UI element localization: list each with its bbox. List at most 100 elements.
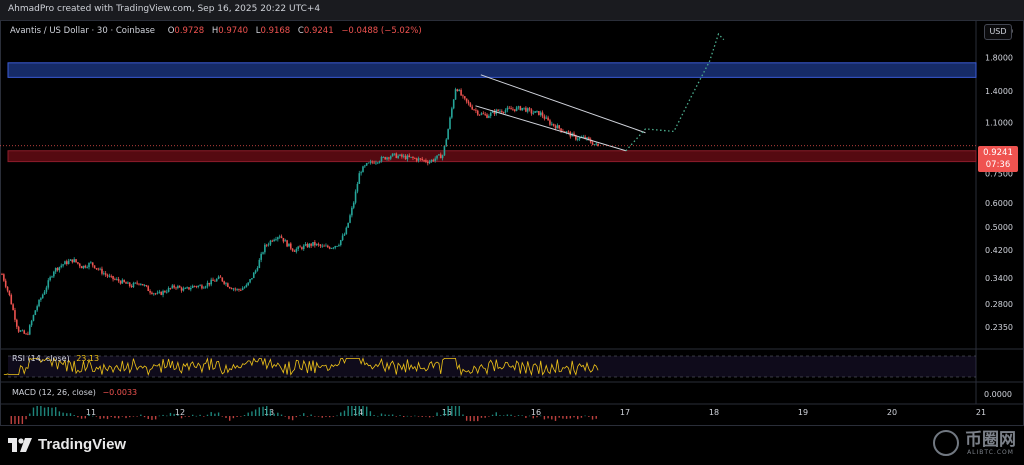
macd-histogram-bar (432, 416, 435, 417)
macd-histogram-bar (232, 416, 235, 419)
macd-histogram-bar (543, 416, 546, 420)
candle-body (288, 243, 290, 247)
candle-body (134, 282, 137, 284)
candle-body (365, 163, 368, 166)
candle-body (415, 158, 418, 161)
macd-histogram-bar (410, 416, 412, 417)
candle-body (521, 107, 523, 111)
candle-body (141, 284, 144, 286)
macd-histogram-bar (384, 414, 386, 416)
candle-body (480, 113, 483, 115)
x-tick-label: 20 (887, 408, 897, 417)
candle-body (184, 288, 187, 290)
candle-body (180, 287, 183, 291)
candle-body (14, 310, 16, 320)
macd-histogram-bar (262, 406, 264, 416)
candle-body (210, 279, 212, 285)
candle-body (512, 109, 514, 111)
last-price-value: 0.9241 (983, 148, 1013, 158)
rsi-label: RSI (14, close) (12, 354, 70, 363)
candle-body (434, 158, 436, 161)
macd-histogram-bar (299, 415, 301, 416)
candle-body (282, 237, 285, 242)
candle-body (402, 155, 405, 157)
candle-body (306, 244, 309, 248)
candle-body (156, 292, 159, 294)
candle-body (549, 120, 551, 125)
channel-upper-line[interactable] (480, 74, 646, 134)
macd-histogram-bar (266, 406, 268, 416)
candle-body (356, 183, 359, 192)
candle-body (273, 239, 275, 242)
candle-body (65, 261, 68, 264)
candle-body (78, 263, 81, 267)
candle-body (443, 145, 446, 156)
candle-body (473, 109, 475, 111)
candle-body (132, 283, 135, 288)
macd-histogram-bar (62, 412, 64, 416)
candle-body (458, 89, 461, 92)
support-zone[interactable] (7, 150, 977, 163)
macd-histogram-bar (343, 410, 346, 416)
candle-body (380, 157, 383, 162)
macd-histogram-bar (573, 416, 575, 418)
candle-body (460, 89, 462, 96)
candle-body (201, 285, 203, 289)
tradingview-wordmark: TradingView (38, 436, 127, 453)
candle-body (143, 285, 146, 286)
candle-body (93, 265, 96, 269)
candle-body (371, 161, 374, 163)
candle-body (234, 288, 237, 290)
candle-body (151, 292, 153, 294)
currency-button[interactable]: USD (984, 24, 1012, 40)
macd-histogram-bar (184, 416, 186, 417)
candle-body (223, 281, 225, 284)
macd-histogram-bar (562, 416, 564, 419)
candle-body (160, 291, 163, 295)
projection-path[interactable] (625, 32, 725, 152)
candle-body (77, 262, 79, 264)
macd-histogram-bar (488, 416, 490, 417)
macd-histogram-bar (14, 416, 16, 424)
resistance-zone[interactable] (7, 62, 977, 78)
candle-body (69, 259, 72, 261)
tradingview-logo[interactable]: TradingView (8, 436, 126, 453)
candle-body (504, 110, 507, 113)
candle-body (302, 245, 305, 250)
candle-body (310, 243, 312, 246)
candle-body (119, 281, 122, 284)
candle-body (323, 245, 325, 247)
candle-body (97, 268, 100, 270)
candle-body (382, 157, 385, 158)
candle-body (34, 310, 37, 316)
macd-histogram-bar (73, 415, 75, 416)
candle-body (277, 237, 279, 240)
macd-histogram-bar (88, 414, 90, 416)
candle-body (464, 96, 466, 99)
macd-histogram-bar (92, 415, 94, 417)
candle-body (328, 247, 331, 249)
macd-histogram-bar (314, 416, 316, 417)
candle-body (491, 111, 494, 113)
macd-histogram-bar (547, 416, 549, 419)
candle-body (121, 279, 124, 284)
macd-histogram-bar (114, 416, 116, 419)
macd-histogram-bar (140, 414, 142, 416)
candle-body (6, 286, 9, 291)
candle-body (502, 112, 505, 113)
candle-body (441, 155, 444, 159)
macd-histogram-bar (451, 406, 453, 416)
last-price-badge: 0.9241 07:36 (978, 146, 1018, 172)
candle-body (364, 165, 366, 167)
candle-body (591, 142, 594, 145)
candle-body (510, 108, 512, 110)
candle-body (23, 330, 26, 334)
channel-lower-line[interactable] (475, 105, 627, 152)
macd-histogram-bar (77, 416, 79, 418)
price-chart[interactable]: 0.2350 0.2800 0.3400 0.4200 0.5000 0.6000 0.75… (0, 20, 1024, 427)
candle-body (49, 277, 51, 281)
candle-body (551, 123, 553, 125)
macd-histogram-bar (54, 407, 57, 416)
candle-body (53, 271, 55, 277)
candle-body (586, 137, 588, 139)
